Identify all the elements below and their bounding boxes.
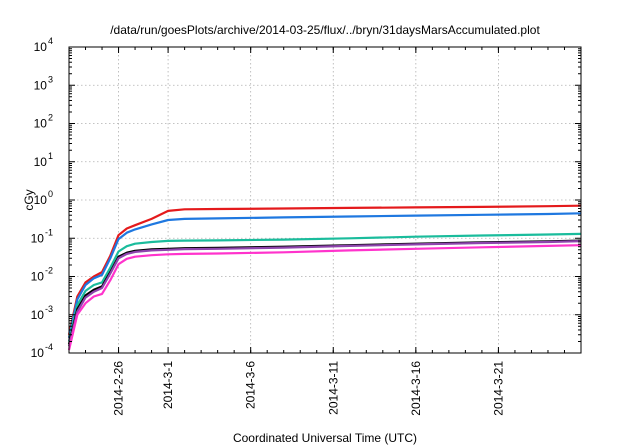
x-tick-label: 2014-3-11 (326, 361, 340, 415)
grid (69, 47, 581, 353)
y-tick-label: 10-4 (31, 342, 53, 360)
y-tick-label: 101 (34, 151, 53, 169)
series-line-6 (67, 244, 582, 351)
series-line-5 (67, 240, 582, 347)
x-tick-label: 2014-3-1 (161, 361, 175, 409)
x-tick-label: 2014-3-6 (244, 361, 258, 409)
series-group (67, 204, 582, 351)
series-line-3 (67, 232, 582, 342)
x-tick-label: 2014-3-21 (491, 361, 505, 416)
y-tick-label: 10-1 (31, 227, 53, 245)
chart-title: /data/run/goesPlots/archive/2014-03-25/f… (110, 23, 540, 37)
y-tick-label: 104 (34, 36, 53, 54)
x-axis-label: Coordinated Universal Time (UTC) (233, 431, 417, 445)
y-tick-label: 102 (34, 113, 53, 131)
x-tick-label: 2014-3-16 (409, 361, 423, 416)
series-line-2 (67, 212, 582, 339)
y-tick-label: 10-3 (31, 304, 53, 322)
y-tick-label: 100 (34, 189, 53, 207)
x-axis: 2014-2-26 2014-3-1 2014-3-6 2014-3-11 2014-3… (85, 47, 565, 416)
x-tick-label: 2014-2-26 (112, 361, 126, 416)
series-line-1 (67, 204, 582, 336)
y-tick-label: 10-2 (31, 266, 53, 284)
y-tick-label: 103 (34, 74, 53, 92)
y-axis-label: cGy (22, 189, 36, 210)
